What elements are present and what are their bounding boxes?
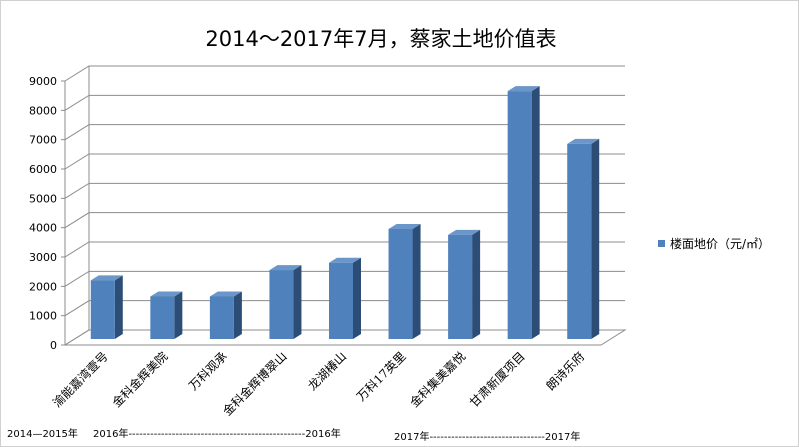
bar-top <box>90 275 123 281</box>
bar-top <box>329 257 361 263</box>
bar-top <box>388 224 421 229</box>
bar <box>507 91 532 339</box>
gridline <box>64 153 625 170</box>
period-label-2016: 2016年-----------------------------------… <box>93 429 341 440</box>
bar-side <box>412 224 421 339</box>
bar-side <box>591 138 600 339</box>
gridline <box>64 65 625 82</box>
bar-top <box>209 291 242 297</box>
x-tick-label: 龙湖椿山 <box>305 349 350 394</box>
bar-side <box>531 86 540 339</box>
bar-side <box>353 257 361 339</box>
bar-side <box>114 275 123 339</box>
period-label-2017: 2017年--------------------------------201… <box>394 432 581 443</box>
x-tick-label: 万科17英里 <box>354 349 409 404</box>
x-tick-label: 甘肃新厦项目 <box>466 349 528 411</box>
bar <box>329 262 353 339</box>
x-tick-label: 金科金辉美院 <box>109 349 171 411</box>
bar <box>388 229 413 339</box>
y-tick-label: 8000 <box>29 104 57 117</box>
bar-top <box>448 229 481 235</box>
bar <box>209 296 234 339</box>
bar-side <box>233 291 242 339</box>
x-tick-label: 金科集美嘉悦 <box>407 349 469 411</box>
x-tick-label: 金科金辉博翠山 <box>220 349 290 419</box>
bar <box>567 143 592 339</box>
bar <box>448 234 473 339</box>
period-label-2014-2015: 2014—2015年 <box>7 429 78 440</box>
bar-top <box>567 138 600 144</box>
bar <box>269 270 294 339</box>
bar-top <box>150 291 183 297</box>
y-tick-label: 6000 <box>29 163 57 176</box>
bar-side <box>174 291 183 339</box>
gridline <box>64 300 625 317</box>
gridline <box>64 182 625 199</box>
chart-floor <box>63 329 627 346</box>
legend: 楼面地价（元/㎡） <box>658 235 770 252</box>
gridline <box>64 94 625 111</box>
y-tick-label: 2000 <box>29 280 57 293</box>
x-tick-label: 渝能嘉湾壹号 <box>49 349 111 411</box>
chart-title: 2014～2017年7月，蔡家土地价值表 <box>205 27 557 51</box>
gridline <box>64 241 625 258</box>
y-tick-label: 9000 <box>29 75 57 88</box>
bar <box>150 296 175 339</box>
x-tick-label: 朗诗乐府 <box>543 349 588 394</box>
gridline <box>64 270 625 287</box>
legend-label: 楼面地价（元/㎡） <box>670 237 771 251</box>
legend-swatch <box>658 240 665 247</box>
y-tick-label: 7000 <box>29 134 57 147</box>
x-tick-label: 万科观承 <box>186 349 230 393</box>
y-tick-label: 3000 <box>29 251 57 264</box>
gridline <box>64 124 625 141</box>
y-tick-label: 5000 <box>29 192 57 205</box>
y-tick-label: 4000 <box>29 222 57 235</box>
y-tick-label: 0 <box>50 339 57 352</box>
bar-side <box>472 229 481 339</box>
bar-side <box>293 265 302 339</box>
bar-top <box>507 86 540 92</box>
bar-top <box>269 265 302 271</box>
gridline <box>64 212 625 229</box>
y-tick-label: 1000 <box>29 310 57 323</box>
bar <box>90 280 115 339</box>
